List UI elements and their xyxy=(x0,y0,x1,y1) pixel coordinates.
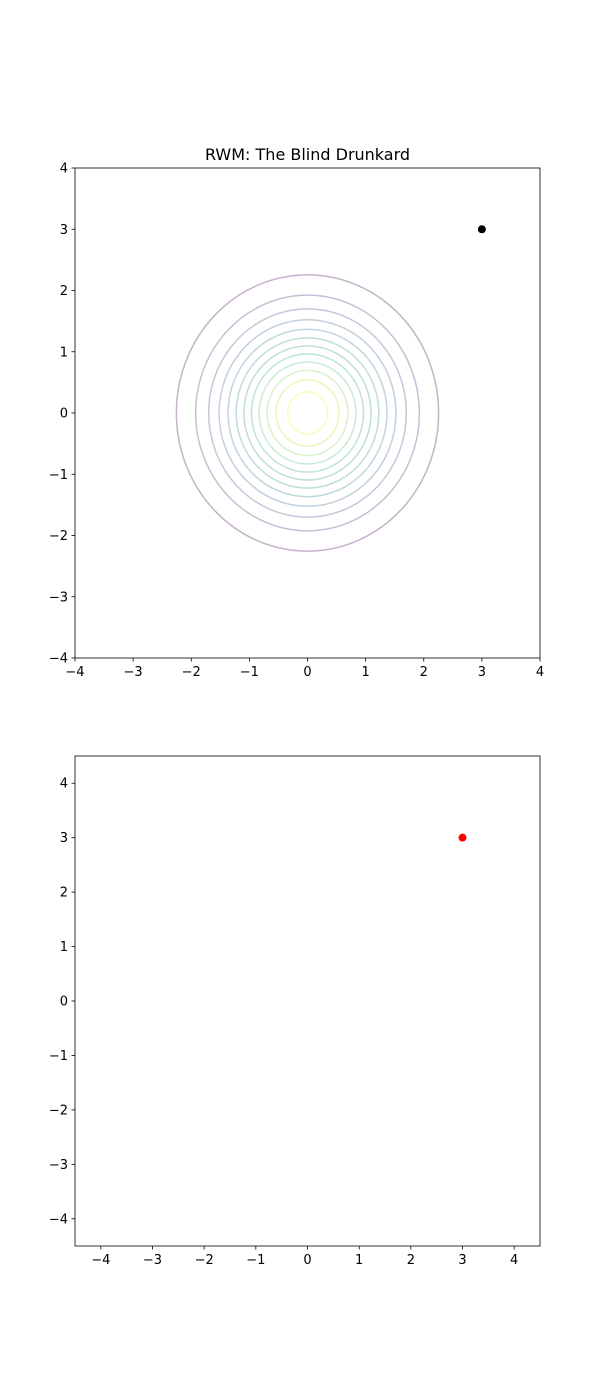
y-tick-label: 3 xyxy=(60,831,68,846)
x-tick-label: −2 xyxy=(182,665,201,680)
contour-line xyxy=(243,345,372,481)
x-tick-label: −1 xyxy=(240,665,259,680)
x-tick-label: 4 xyxy=(510,1253,518,1268)
contour-line xyxy=(194,294,421,532)
x-tick-label: 3 xyxy=(458,1253,466,1268)
y-tick-label: 2 xyxy=(60,886,68,901)
contour-line xyxy=(286,391,329,435)
y-tick-label: 2 xyxy=(60,284,68,299)
x-tick-label: 2 xyxy=(420,665,428,680)
axes-frame xyxy=(74,755,541,1247)
data-point xyxy=(477,225,486,234)
x-tick-label: 2 xyxy=(407,1253,415,1268)
axes-frame xyxy=(74,167,541,659)
y-tick-label: −4 xyxy=(49,1212,68,1227)
y-tick-label: 0 xyxy=(60,995,68,1010)
x-tick-label: −4 xyxy=(91,1253,110,1268)
y-tick-label: −2 xyxy=(49,529,68,544)
y-tick-label: 4 xyxy=(60,162,68,177)
x-tick-label: 4 xyxy=(536,665,544,680)
contour-line xyxy=(175,274,440,552)
x-tick-label: 0 xyxy=(303,665,311,680)
y-tick-label: −1 xyxy=(49,468,68,483)
x-tick-label: −4 xyxy=(65,665,84,680)
y-tick-label: −1 xyxy=(49,1049,68,1064)
y-tick-label: −3 xyxy=(49,590,68,605)
x-tick-label: 1 xyxy=(355,1253,363,1268)
contour-line xyxy=(266,369,349,457)
y-tick-label: 4 xyxy=(60,777,68,792)
x-tick-label: 3 xyxy=(478,665,486,680)
contour-line xyxy=(207,308,408,518)
x-tick-label: −3 xyxy=(143,1253,162,1268)
x-tick-label: 1 xyxy=(361,665,369,680)
contour-line xyxy=(250,353,365,473)
y-tick-label: −4 xyxy=(49,652,68,667)
y-tick-label: 3 xyxy=(60,223,68,238)
y-tick-label: −2 xyxy=(49,1103,68,1118)
x-tick-label: −3 xyxy=(124,665,143,680)
y-tick-label: −3 xyxy=(49,1158,68,1173)
contour-line xyxy=(275,379,340,447)
data-point xyxy=(458,833,467,842)
axes-2: −4 −3 −2 −1 0 1 2 3 4 −4 −3 −2 −1 0 1 2 3 4 xyxy=(49,755,541,1268)
contour-line xyxy=(258,361,357,465)
x-tick-label: 0 xyxy=(303,1253,311,1268)
y-tick-label: 0 xyxy=(60,407,68,422)
x-tick-label: −2 xyxy=(195,1253,214,1268)
contour-line xyxy=(235,337,380,489)
y-tick-label: 1 xyxy=(60,345,68,360)
chart-title: RWM: The Blind Drunkard xyxy=(205,145,410,164)
contour-line xyxy=(218,319,397,507)
y-tick-label: 1 xyxy=(60,940,68,955)
axes-1: −4 −3 −2 −1 0 1 2 3 4 −4 −3 −2 −1 0 1 2 3 4 xyxy=(49,162,544,681)
x-tick-label: −1 xyxy=(246,1253,265,1268)
contour-line xyxy=(227,328,388,498)
